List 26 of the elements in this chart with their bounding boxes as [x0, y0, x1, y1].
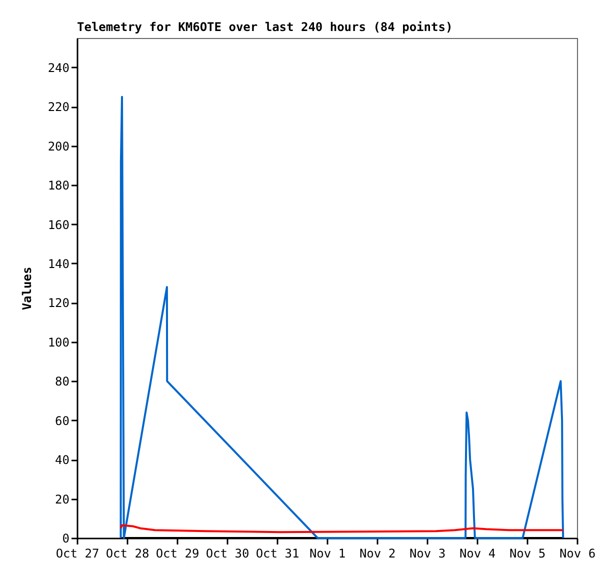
y-tick-label: 180 — [48, 178, 70, 193]
y-tick-label: 60 — [55, 414, 70, 428]
x-tick-label: Oct 29 — [156, 546, 200, 560]
x-tick-label: Nov 3 — [409, 546, 446, 560]
x-tick-label: Oct 31 — [256, 546, 300, 560]
x-tick-label: Nov 2 — [359, 546, 396, 560]
x-tick-label: Nov 6 — [559, 546, 596, 560]
y-tick-label: 220 — [48, 100, 70, 114]
y-tick-label: 200 — [48, 139, 70, 154]
x-tick-label: Nov 5 — [509, 546, 546, 560]
x-tick-label: Oct 30 — [206, 546, 250, 560]
y-tick-label: 100 — [48, 335, 70, 350]
x-tick-label: Nov 4 — [459, 546, 496, 560]
y-tick-label: 240 — [48, 60, 70, 75]
x-tick-label: Oct 28 — [106, 546, 150, 560]
x-tick-label: Nov 1 — [309, 546, 346, 560]
x-tick-label: Oct 27 — [56, 546, 100, 560]
y-axis-title: Values — [20, 266, 34, 310]
y-tick-label: 120 — [48, 296, 70, 310]
y-tick-label: 40 — [55, 453, 70, 468]
y-tick-label: 80 — [55, 374, 70, 389]
y-tick-label: 160 — [48, 218, 70, 232]
y-tick-label: 140 — [48, 256, 70, 271]
y-tick-label: 20 — [55, 492, 70, 506]
chart-title: Telemetry for KM6OTE over last 240 hours (84 points) — [77, 20, 453, 34]
y-tick-label: 0 — [62, 532, 70, 546]
